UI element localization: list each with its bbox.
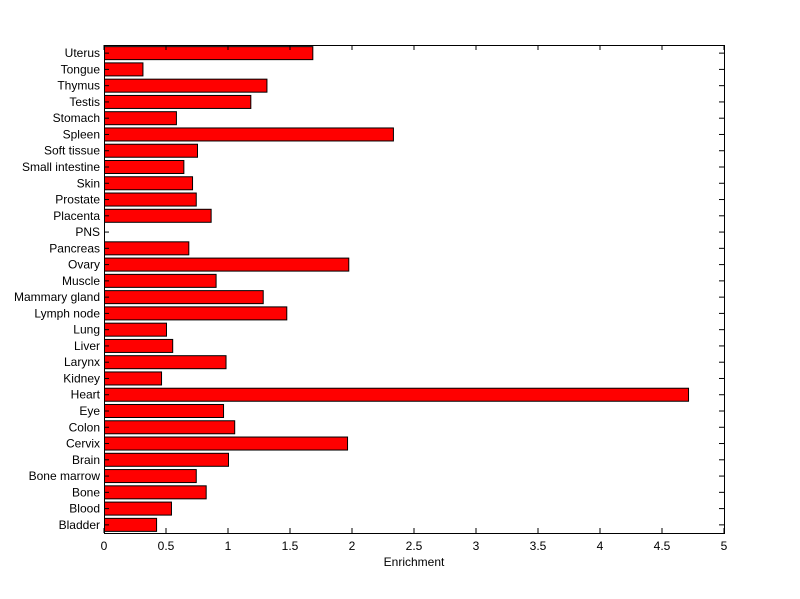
x-tick-label-2-5: 2.5	[406, 539, 423, 553]
x-tick-label-3: 3	[473, 539, 480, 553]
y-tick-label-pns: PNS	[75, 225, 100, 239]
y-tick-label-skin: Skin	[77, 176, 100, 190]
bar-uterus	[104, 46, 314, 61]
bar-colon	[104, 420, 236, 435]
y-tick-label-uterus: Uterus	[65, 46, 100, 60]
y-tick-label-bone-marrow: Bone marrow	[29, 469, 101, 483]
bars-layer	[104, 46, 690, 532]
x-tick-label-4-5: 4.5	[654, 539, 671, 553]
x-tick-label-2: 2	[349, 539, 356, 553]
y-tick-label-mammary-gland: Mammary gland	[14, 290, 100, 304]
y-tick-label-pancreas: Pancreas	[49, 241, 100, 255]
y-tick-label-muscle: Muscle	[62, 274, 100, 288]
bar-larynx	[104, 355, 227, 370]
bar-prostate	[104, 192, 197, 207]
y-tick-label-heart: Heart	[71, 388, 101, 402]
x-tick-label-0-5: 0.5	[158, 539, 175, 553]
y-tick-label-kidney: Kidney	[63, 371, 100, 385]
bar-placenta	[104, 208, 212, 223]
y-tick-label-prostate: Prostate	[55, 193, 100, 207]
bar-thymus	[104, 78, 268, 93]
x-tick-label-1: 1	[225, 539, 232, 553]
x-axis-title: Enrichment	[384, 555, 445, 569]
bar-bone-marrow	[104, 469, 197, 484]
bar-muscle	[104, 273, 217, 288]
bar-bladder	[104, 517, 158, 532]
x-tick-label-5: 5	[721, 539, 728, 553]
y-tick-label-liver: Liver	[74, 339, 100, 353]
y-tick-label-small-intestine: Small intestine	[22, 160, 100, 174]
y-tick-label-bladder: Bladder	[59, 518, 100, 532]
x-tick-label-0: 0	[101, 539, 108, 553]
y-tick-label-larynx: Larynx	[64, 355, 100, 369]
bar-liver	[104, 338, 174, 353]
bar-eye	[104, 403, 225, 418]
bar-spleen	[104, 127, 394, 142]
bar-pancreas	[104, 241, 190, 256]
bar-kidney	[104, 371, 163, 386]
y-tick-label-spleen: Spleen	[63, 127, 100, 141]
y-tick-label-stomach: Stomach	[53, 111, 100, 125]
bar-cervix	[104, 436, 349, 451]
y-tick-label-cervix: Cervix	[66, 437, 100, 451]
bar-brain	[104, 452, 229, 467]
y-tick-label-bone: Bone	[72, 485, 100, 499]
labels-layer: Uterus Tongue Thymus Testis Stomach Spleen Sof…	[14, 46, 728, 553]
ticks-layer	[103, 45, 725, 533]
bar-heart	[104, 387, 690, 402]
bar-stomach	[104, 111, 177, 126]
bar-bone	[104, 485, 207, 500]
y-tick-label-thymus: Thymus	[57, 79, 100, 93]
bar-ovary	[104, 257, 350, 272]
y-tick-label-blood: Blood	[69, 502, 100, 516]
y-tick-label-colon: Colon	[69, 420, 100, 434]
bar-soft-tissue	[104, 143, 198, 158]
y-tick-label-eye: Eye	[79, 404, 100, 418]
bar-testis	[104, 94, 252, 109]
bar-skin	[104, 176, 194, 191]
y-tick-label-lung: Lung	[73, 323, 100, 337]
bar-small-intestine	[104, 159, 185, 175]
y-tick-label-tongue: Tongue	[61, 62, 101, 76]
x-tick-label-4: 4	[597, 539, 604, 553]
y-tick-label-placenta: Placenta	[53, 209, 100, 223]
x-tick-label-1-5: 1.5	[282, 539, 299, 553]
x-tick-label-3-5: 3.5	[530, 539, 547, 553]
bar-lymph-node	[104, 306, 288, 321]
bar-blood	[104, 501, 172, 516]
bar-lung	[104, 322, 167, 337]
y-tick-label-ovary: Ovary	[68, 258, 100, 272]
bar-tongue	[104, 62, 144, 77]
y-tick-label-lymph-node: Lymph node	[34, 306, 100, 320]
y-tick-label-testis: Testis	[69, 95, 100, 109]
bar-mammary-gland	[104, 290, 264, 305]
y-tick-label-soft-tissue: Soft tissue	[44, 144, 100, 158]
y-tick-label-brain: Brain	[72, 453, 100, 467]
